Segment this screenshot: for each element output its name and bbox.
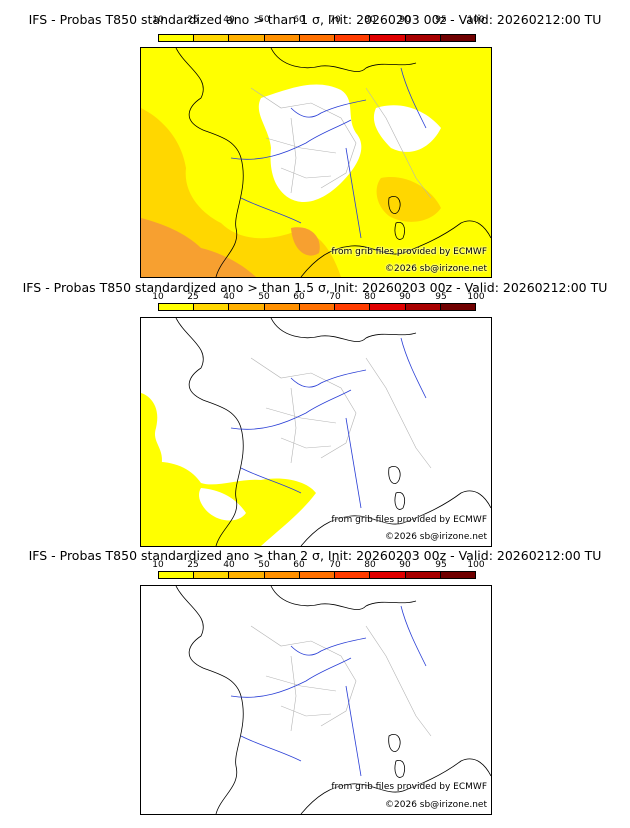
panel-3-title: IFS - Probas T850 standardized ano > tha… bbox=[28, 548, 602, 563]
colorbar-swatch bbox=[194, 572, 230, 578]
colorbar-swatch bbox=[405, 572, 441, 578]
tick-label: 95 bbox=[435, 560, 447, 570]
tick-label: 10 bbox=[152, 292, 164, 302]
probability-map bbox=[175, 586, 491, 814]
probability-map bbox=[141, 48, 491, 277]
colorbar-swatch bbox=[405, 35, 441, 41]
tick-label: 90 bbox=[399, 292, 411, 302]
tick-label: 25 bbox=[187, 292, 199, 302]
tick-label: 95 bbox=[435, 15, 447, 25]
no-prob-area bbox=[198, 488, 246, 521]
colorbar-swatch bbox=[299, 572, 336, 578]
colorbar-swatch bbox=[440, 572, 475, 578]
copyright-credit: ©2026 sb@irizone.net bbox=[385, 800, 487, 810]
colorbar-swatch bbox=[335, 304, 371, 310]
tick-label: 80 bbox=[364, 15, 376, 25]
colorbar-swatch bbox=[335, 572, 371, 578]
colorbar-swatch bbox=[440, 35, 475, 41]
panel-3: IFS - Probas T850 standardized ano > tha… bbox=[0, 541, 630, 815]
colorbar bbox=[158, 303, 476, 311]
colorbar-swatch bbox=[299, 304, 336, 310]
source-credit: from grib files provided by ECMWF bbox=[331, 515, 487, 525]
colorbar-swatch bbox=[335, 35, 371, 41]
tick-label: 90 bbox=[399, 15, 411, 25]
tick-label: 60 bbox=[293, 292, 305, 302]
tick-label: 90 bbox=[399, 560, 411, 570]
rivers bbox=[230, 605, 427, 777]
colorbar bbox=[158, 571, 476, 579]
colorbar-swatch bbox=[299, 35, 336, 41]
source-credit: from grib files provided by ECMWF bbox=[331, 782, 487, 792]
colorbar-swatch bbox=[264, 304, 300, 310]
tick-label: 40 bbox=[223, 15, 235, 25]
prob-area-40 bbox=[291, 227, 320, 256]
colorbar-swatch bbox=[229, 572, 265, 578]
colorbar-swatch bbox=[159, 35, 195, 41]
admin-borders bbox=[250, 87, 432, 199]
tick-label: 50 bbox=[258, 15, 270, 25]
map-panel-3: from grib files provided by ECMWF ©2026 … bbox=[140, 585, 492, 815]
tick-label: 50 bbox=[258, 292, 270, 302]
copyright-credit: ©2026 sb@irizone.net bbox=[385, 264, 487, 274]
source-credit: from grib files provided by ECMWF bbox=[331, 247, 487, 257]
no-prob-area bbox=[258, 84, 362, 203]
admin-borders bbox=[250, 357, 432, 469]
probability-map bbox=[141, 318, 491, 546]
tick-label: 10 bbox=[152, 15, 164, 25]
tick-label: 95 bbox=[435, 292, 447, 302]
colorbar-swatch bbox=[264, 35, 300, 41]
colorbar bbox=[158, 34, 476, 42]
panel-1-title: IFS - Probas T850 standardized ano > tha… bbox=[28, 12, 602, 27]
colorbar-swatch bbox=[229, 304, 265, 310]
copyright-credit: ©2026 sb@irizone.net bbox=[385, 532, 487, 542]
tick-label: 80 bbox=[364, 560, 376, 570]
colorbar-swatch bbox=[194, 304, 230, 310]
colorbar-swatch bbox=[159, 304, 195, 310]
tick-label: 100 bbox=[467, 560, 485, 570]
coastlines bbox=[175, 586, 491, 814]
tick-label: 60 bbox=[293, 560, 305, 570]
tick-label: 50 bbox=[258, 560, 270, 570]
rivers bbox=[230, 67, 427, 239]
tick-label: 25 bbox=[187, 15, 199, 25]
tick-label: 100 bbox=[467, 292, 485, 302]
colorbar-swatch bbox=[370, 35, 406, 41]
prob-area-10 bbox=[141, 393, 163, 473]
rivers bbox=[230, 337, 427, 509]
colorbar-swatch bbox=[264, 572, 300, 578]
colorbar-swatch bbox=[194, 35, 230, 41]
coastlines bbox=[175, 48, 491, 277]
tick-label: 60 bbox=[293, 15, 305, 25]
panel-1: IFS - Probas T850 standardized ano > tha… bbox=[0, 0, 630, 278]
no-prob-area bbox=[373, 105, 441, 152]
colorbar-swatch bbox=[405, 304, 441, 310]
prob-area-25 bbox=[376, 177, 441, 222]
tick-label: 10 bbox=[152, 560, 164, 570]
admin-borders bbox=[250, 625, 432, 737]
tick-label: 70 bbox=[329, 560, 341, 570]
tick-label: 40 bbox=[223, 292, 235, 302]
map-panel-2: from grib files provided by ECMWF ©2026 … bbox=[140, 317, 492, 547]
panel-2: IFS - Probas T850 standardized ano > tha… bbox=[0, 272, 630, 547]
colorbar-swatch bbox=[370, 572, 406, 578]
tick-label: 70 bbox=[329, 15, 341, 25]
prob-area-40 bbox=[141, 218, 256, 277]
panel-2-title: IFS - Probas T850 standardized ano > tha… bbox=[22, 280, 608, 295]
tick-label: 100 bbox=[467, 15, 485, 25]
tick-label: 25 bbox=[187, 560, 199, 570]
colorbar-swatch bbox=[440, 304, 475, 310]
tick-label: 80 bbox=[364, 292, 376, 302]
colorbar-swatch bbox=[159, 572, 195, 578]
coastlines bbox=[175, 318, 491, 546]
tick-label: 40 bbox=[223, 560, 235, 570]
map-panel-1: from grib files provided by ECMWF ©2026 … bbox=[140, 47, 492, 278]
prob-area-25 bbox=[141, 108, 341, 277]
tick-label: 70 bbox=[329, 292, 341, 302]
colorbar-swatch bbox=[370, 304, 406, 310]
colorbar-swatch bbox=[229, 35, 265, 41]
